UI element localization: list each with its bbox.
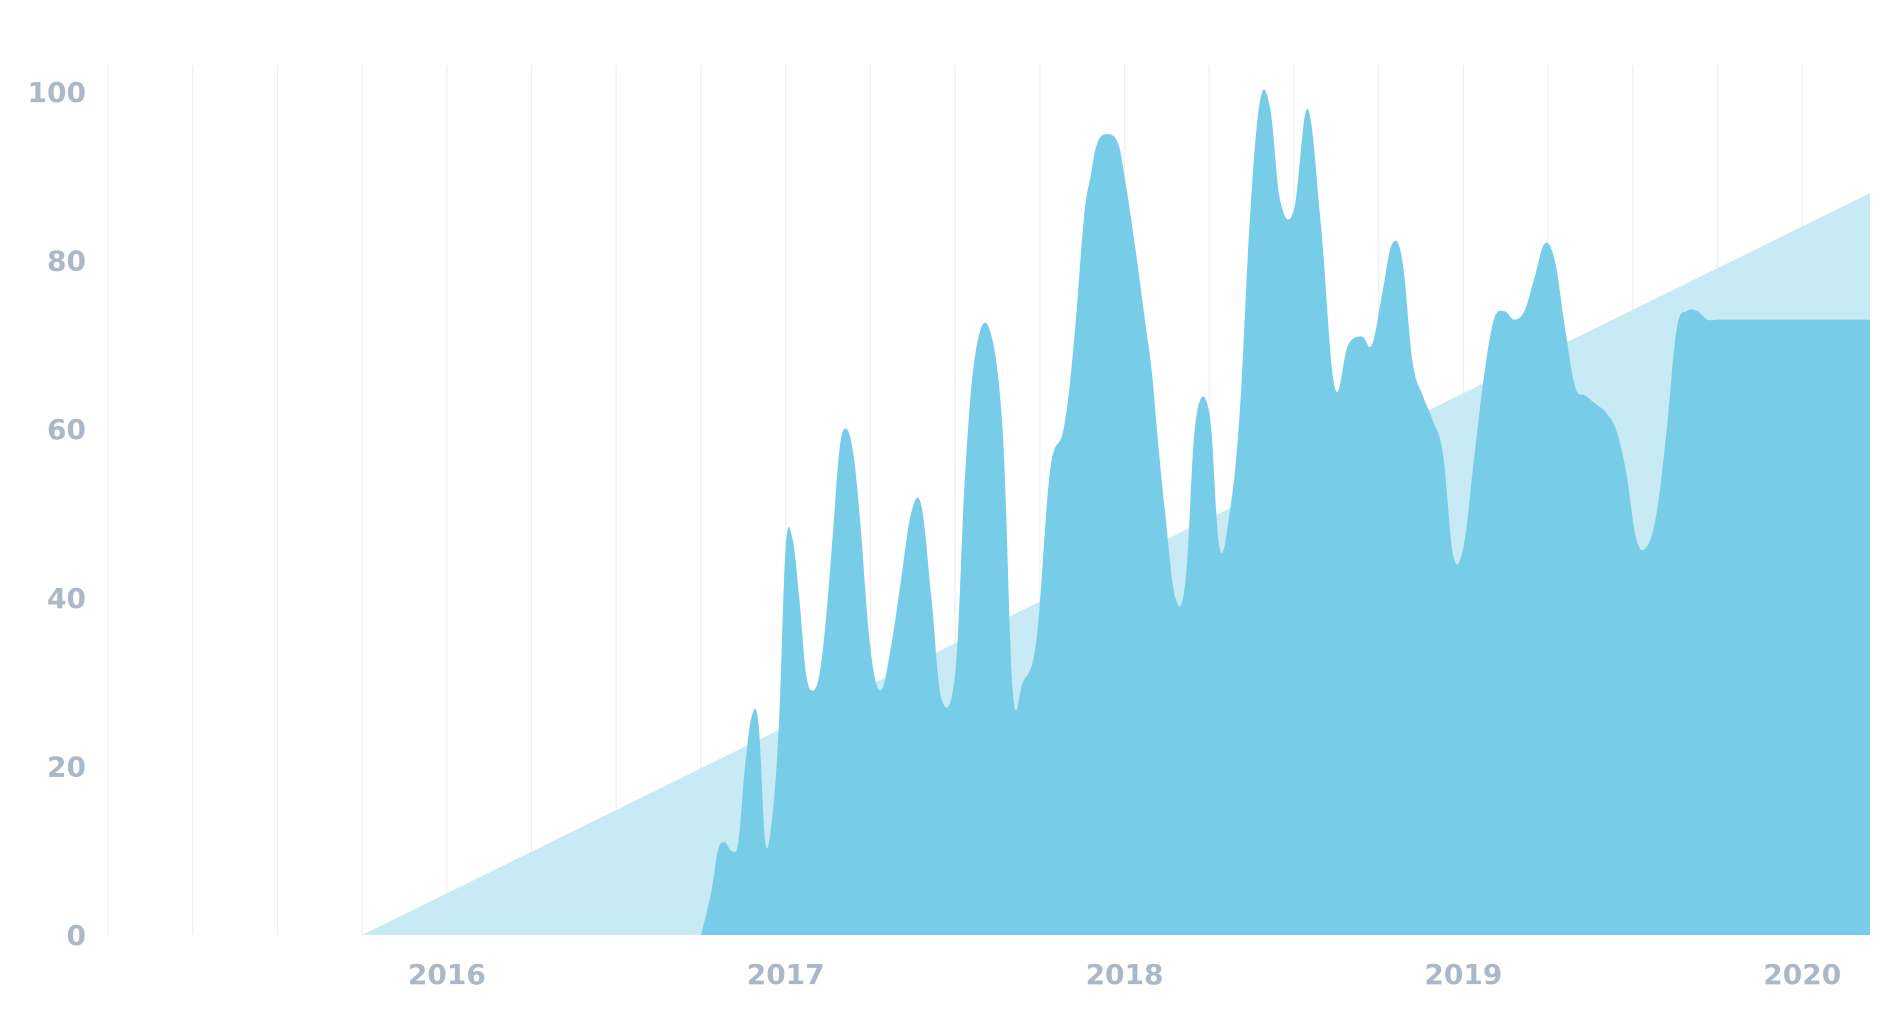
x-tick-label: 2017: [747, 958, 825, 991]
y-tick-label: 20: [47, 750, 86, 783]
x-axis: 2016 2017 2018 2019 2020: [408, 958, 1841, 991]
x-tick-label: 2016: [408, 958, 486, 991]
y-tick-label: 60: [47, 413, 86, 446]
y-tick-label: 80: [47, 245, 86, 278]
x-tick-label: 2019: [1424, 958, 1502, 991]
area-series-group: [362, 89, 1871, 936]
y-tick-label: 40: [47, 582, 86, 615]
y-tick-label: 0: [67, 919, 86, 952]
y-axis: 0 20 40 60 80 100: [28, 76, 86, 952]
y-tick-label: 100: [28, 76, 86, 109]
x-tick-label: 2018: [1086, 958, 1164, 991]
main-area-series: [700, 89, 1871, 936]
x-tick-label: 2020: [1763, 958, 1841, 991]
